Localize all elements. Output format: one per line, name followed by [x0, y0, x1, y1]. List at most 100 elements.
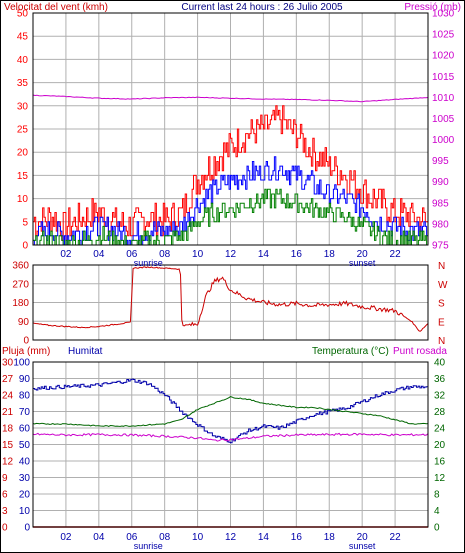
hour-label-bottom-12: 12 [225, 532, 237, 543]
chart-title: Current last 24 hours : 26 Julio 2005 [181, 2, 343, 13]
rain-tick-label: 30 [2, 358, 14, 369]
direction-tick-label: 90 [18, 317, 30, 328]
hour-label-16: 16 [291, 249, 303, 260]
temperature-tick-label: 28 [434, 407, 446, 418]
hour-label-bottom-08: 08 [159, 532, 171, 543]
compass-label: N [438, 336, 445, 347]
temperature-tick-label: 0 [434, 523, 440, 534]
pressure-line [32, 94, 429, 103]
wind-tick-label: 40 [17, 55, 29, 66]
wind-tick-label: 50 [17, 9, 29, 20]
sunset-label-bottom: sunset [349, 541, 376, 551]
rain-axis-title: Pluja (mm) [2, 346, 50, 357]
pressure-tick-label: 975 [432, 241, 449, 252]
humidity-tick-label: 60 [19, 424, 31, 435]
temperature-tick-label: 16 [434, 457, 446, 468]
direction-tick-label: 360 [12, 261, 29, 272]
rain-tick-label: 0 [2, 523, 8, 534]
humidity-tick-label: 100 [13, 358, 30, 369]
pressure-tick-label: 1020 [432, 51, 455, 62]
temperature-tick-label: 36 [434, 374, 446, 385]
hour-label-18: 18 [324, 249, 336, 260]
hour-label-bottom-22: 22 [390, 532, 402, 543]
wind-tick-label: 45 [17, 32, 29, 43]
pressure-tick-label: 980 [432, 219, 449, 230]
hour-label-bottom-04: 04 [93, 532, 105, 543]
pressure-tick-label: 1025 [432, 30, 455, 41]
temperature-tick-label: 32 [434, 391, 446, 402]
humidity-tick-label: 50 [19, 440, 31, 451]
temperature-tick-label: 20 [434, 440, 446, 451]
sunrise-label: sunrise [134, 258, 163, 268]
wind-tick-label: 25 [17, 125, 29, 136]
rain-tick-label: 27 [2, 374, 14, 385]
hour-label-bottom-10: 10 [192, 532, 204, 543]
pressure-tick-label: 990 [432, 177, 449, 188]
humidity-tick-label: 30 [19, 473, 31, 484]
direction-tick-label: 180 [12, 298, 29, 309]
humidity-panel-frame [32, 361, 429, 528]
wind-axis-title: Velocitat del vent (kmh) [4, 2, 108, 13]
compass-label: E [438, 317, 445, 328]
hour-label-bottom-14: 14 [258, 532, 270, 543]
sunset-label: sunset [349, 258, 376, 268]
wind-tick-label: 0 [22, 241, 28, 252]
rain-tick-label: 24 [2, 391, 14, 402]
hour-label-bottom-06: 06 [126, 532, 138, 543]
sunrise-label-bottom: sunrise [134, 541, 163, 551]
direction-tick-label: 270 [12, 279, 29, 290]
rain-tick-label: 9 [2, 473, 8, 484]
hour-label-bottom-20: 20 [357, 532, 369, 543]
humidity-axis-title: Humitat [68, 346, 103, 357]
pressure-axis-title: Pressió (mb) [404, 2, 461, 13]
hour-label-bottom-16: 16 [291, 532, 303, 543]
temperature-tick-label: 4 [434, 506, 440, 517]
wind-tick-label: 35 [17, 78, 29, 89]
hour-label-04: 04 [93, 249, 105, 260]
hour-label-bottom-18: 18 [324, 532, 336, 543]
hour-label-10: 10 [192, 249, 204, 260]
compass-label: N [438, 261, 445, 272]
hour-label-08: 08 [159, 249, 171, 260]
humidity-tick-label: 80 [19, 391, 31, 402]
rain-tick-label: 12 [2, 457, 14, 468]
rain-tick-label: 6 [2, 490, 8, 501]
wind-tick-label: 10 [17, 194, 29, 205]
temperature-tick-label: 24 [434, 424, 446, 435]
humidity-tick-label: 10 [19, 506, 31, 517]
pressure-tick-label: 995 [432, 156, 449, 167]
hour-label-02: 02 [60, 249, 72, 260]
wind-direction-line [32, 266, 429, 332]
pressure-tick-label: 1030 [432, 9, 455, 20]
humidity-tick-label: 70 [19, 407, 31, 418]
humidity-tick-label: 90 [19, 374, 31, 385]
direction-tick-label: 0 [23, 336, 29, 347]
pressure-tick-label: 985 [432, 198, 449, 209]
humidity-tick-label: 0 [24, 523, 30, 534]
rain-tick-label: 3 [2, 506, 8, 517]
humidity-line [33, 378, 429, 444]
dewpoint-line [32, 432, 429, 442]
rain-tick-label: 21 [2, 407, 14, 418]
hour-label-14: 14 [258, 249, 270, 260]
humidity-tick-label: 20 [19, 490, 31, 501]
wind-panel-frame [32, 12, 429, 246]
temperature-line [32, 396, 429, 427]
wind-tick-label: 5 [22, 217, 28, 228]
wind-min-line [33, 188, 428, 246]
pressure-tick-label: 1010 [432, 93, 455, 104]
hour-label-22: 22 [390, 249, 402, 260]
hour-label-06: 06 [126, 249, 138, 260]
pressure-tick-label: 1000 [432, 135, 455, 146]
temperature-tick-label: 12 [434, 473, 446, 484]
rain-tick-label: 15 [2, 440, 14, 451]
wind-tick-label: 15 [17, 171, 29, 182]
hour-label-bottom-02: 02 [60, 532, 72, 543]
compass-label: S [438, 299, 445, 310]
compass-label: W [438, 280, 448, 291]
hour-label-12: 12 [225, 249, 237, 260]
pressure-tick-label: 1015 [432, 72, 455, 83]
humidity-tick-label: 40 [19, 457, 31, 468]
rain-tick-label: 18 [2, 424, 14, 435]
